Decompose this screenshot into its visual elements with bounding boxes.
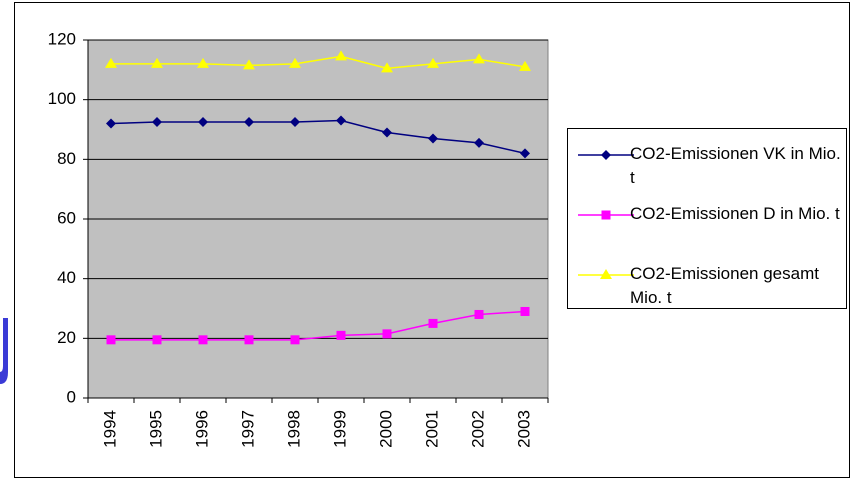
marker (151, 57, 163, 68)
marker (197, 57, 209, 68)
marker (601, 210, 611, 220)
marker (244, 117, 254, 128)
marker (106, 335, 116, 345)
marker (473, 53, 485, 64)
legend-swatch (578, 150, 634, 160)
marker (106, 118, 116, 129)
marker (290, 335, 300, 345)
marker (152, 335, 162, 345)
marker (290, 117, 300, 128)
marker (601, 150, 611, 160)
marker (474, 309, 484, 319)
marker (382, 329, 392, 339)
x-tick-label: 1998 (284, 410, 303, 448)
marker (428, 318, 438, 328)
marker (600, 269, 612, 279)
marker (427, 57, 439, 68)
marker (289, 57, 301, 68)
y-tick-label: 80 (57, 149, 76, 168)
marker (519, 60, 531, 71)
marker (198, 117, 208, 128)
legend-swatch (578, 210, 634, 220)
y-tick-label: 20 (57, 328, 76, 347)
y-tick-label: 0 (67, 387, 76, 406)
legend-label: CO2-Emissionen VK in Mio. t (630, 144, 841, 187)
x-tick-label: 2002 (468, 410, 487, 448)
x-tick-label: 1995 (146, 410, 165, 448)
x-tick-label: 2000 (376, 410, 395, 448)
background-fragment (0, 318, 8, 384)
x-tick-label: 1999 (330, 410, 349, 448)
x-tick-label: 1997 (238, 410, 257, 448)
x-tick-label: 2001 (422, 410, 441, 448)
legend-swatch (578, 269, 634, 279)
y-tick-label: 120 (48, 29, 76, 48)
marker (381, 62, 393, 73)
x-tick-label: 2003 (514, 410, 533, 448)
marker (520, 306, 530, 316)
marker (152, 117, 162, 128)
y-tick-label: 100 (48, 89, 76, 108)
marker (105, 57, 117, 68)
marker (336, 330, 346, 340)
marker (198, 335, 208, 345)
x-tick-label: 1994 (100, 410, 119, 448)
series-line (111, 310, 526, 341)
series-line (110, 119, 526, 155)
legend-label: CO2-Emissionen D in Mio. t (630, 204, 840, 223)
marker (243, 59, 255, 70)
marker (336, 115, 346, 126)
legend-label: CO2-Emissionen gesamt Mio. t (630, 264, 819, 307)
y-tick-label: 40 (57, 268, 76, 287)
series-line (111, 55, 526, 70)
y-tick-label: 60 (57, 208, 76, 227)
marker (428, 133, 438, 144)
x-tick-label: 1996 (192, 410, 211, 448)
legend: CO2-Emissionen VK in Mio. t CO2-Emissione… (567, 128, 847, 309)
marker (474, 137, 484, 148)
marker (382, 127, 392, 138)
marker (335, 50, 347, 61)
marker (520, 148, 530, 159)
marker (244, 335, 254, 345)
